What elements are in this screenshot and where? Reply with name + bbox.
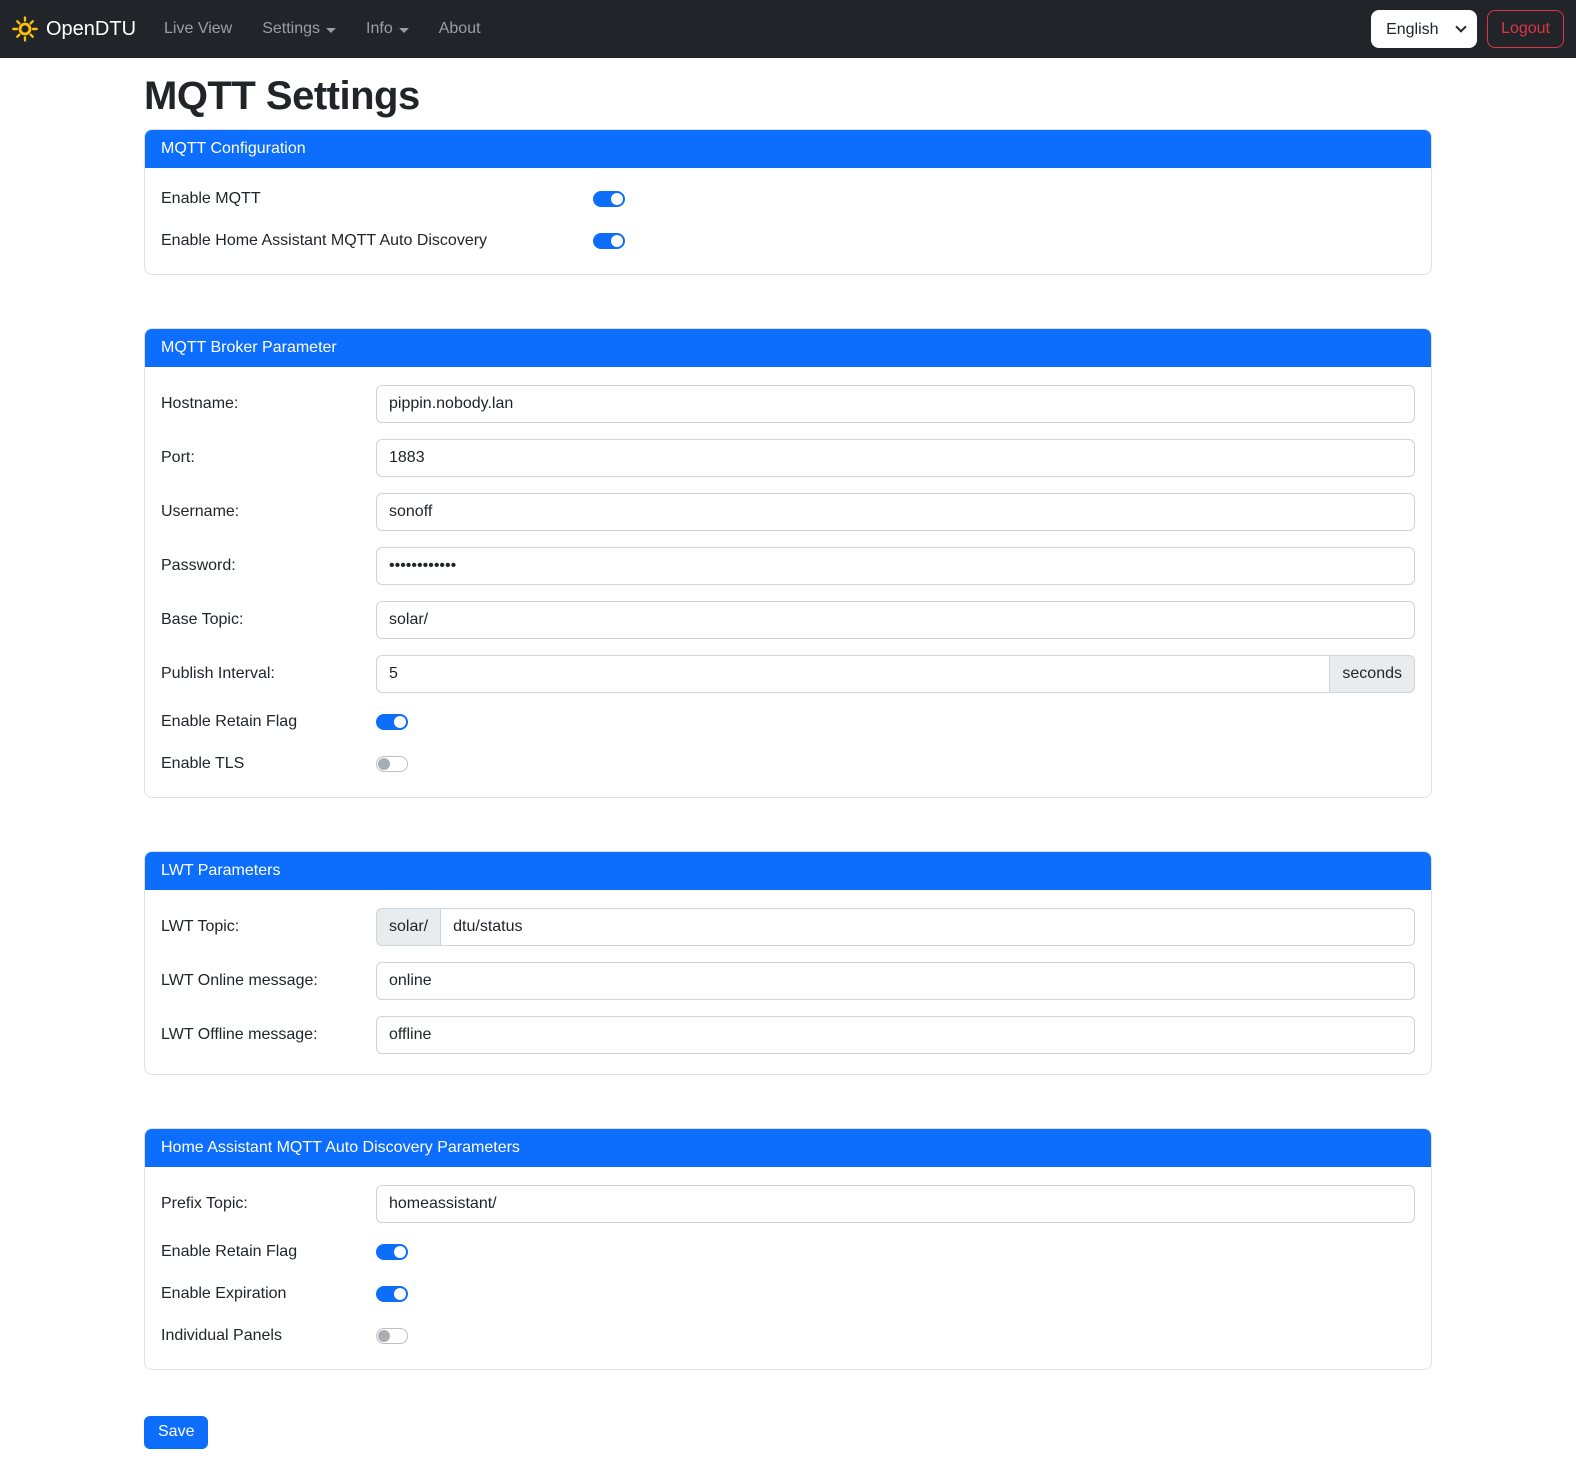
- hostname-input[interactable]: [376, 385, 1415, 423]
- brand-label: OpenDTU: [46, 17, 137, 40]
- form-row: Enable TLS: [161, 751, 1415, 777]
- language-select[interactable]: English: [1371, 10, 1478, 48]
- main-container: MQTT Settings MQTT Configuration Enable …: [144, 74, 1432, 1449]
- form-row: Enable Expiration: [161, 1281, 1415, 1307]
- top-navbar: OpenDTU Live View Settings Info About En…: [0, 0, 1576, 58]
- page-title: MQTT Settings: [144, 74, 420, 118]
- enable-hass-discovery-label: Enable Home Assistant MQTT Auto Discover…: [161, 232, 488, 249]
- enable-mqtt-label: Enable MQTT: [161, 190, 261, 207]
- enable-mqtt-switch[interactable]: [593, 191, 625, 207]
- enable-tls-switch[interactable]: [376, 756, 408, 772]
- enable-expiration-label: Enable Expiration: [161, 1285, 287, 1302]
- card-mqtt-broker-parameter: MQTT Broker Parameter Hostname: Port: Us…: [144, 328, 1432, 798]
- hostname-label: Hostname:: [161, 395, 239, 412]
- form-row: Enable MQTT: [161, 186, 1415, 212]
- port-input[interactable]: [376, 439, 1415, 477]
- lwt-topic-input[interactable]: [440, 908, 1415, 946]
- form-row: Enable Home Assistant MQTT Auto Discover…: [161, 228, 1415, 254]
- logout-button[interactable]: Logout: [1487, 10, 1564, 48]
- lwt-topic-prefix-addon: solar/: [376, 908, 441, 946]
- form-row: Port:: [161, 439, 1415, 477]
- base-topic-input[interactable]: [376, 601, 1415, 639]
- form-row: Individual Panels: [161, 1323, 1415, 1349]
- form-row: LWT Topic: solar/: [161, 908, 1415, 946]
- navbar-right: English Logout: [1371, 10, 1564, 48]
- card-mqtt-configuration: MQTT Configuration Enable MQTT Enable Ho…: [144, 129, 1432, 275]
- publish-interval-input[interactable]: [376, 655, 1331, 693]
- save-button[interactable]: Save: [144, 1415, 209, 1449]
- hass-enable-retain-flag-switch[interactable]: [376, 1244, 408, 1260]
- form-row: Enable Retain Flag: [161, 709, 1415, 735]
- card-header: LWT Parameters: [145, 852, 1431, 890]
- enable-expiration-switch[interactable]: [376, 1286, 408, 1302]
- nav-links: Live View Settings Info About: [156, 0, 503, 58]
- save-row: Save: [144, 1415, 1432, 1449]
- nav-item-label: About: [438, 20, 481, 37]
- form-row: Enable Retain Flag: [161, 1239, 1415, 1265]
- form-row: Publish Interval: seconds: [161, 655, 1415, 693]
- nav-item-label: Live View: [164, 20, 233, 37]
- form-row: Username:: [161, 493, 1415, 531]
- card-body: Hostname: Port: Username: Password: Base…: [145, 367, 1431, 797]
- chevron-down-icon: [398, 27, 409, 33]
- chevron-down-icon: [326, 27, 337, 33]
- port-label: Port:: [161, 449, 195, 466]
- sun-icon: [12, 16, 38, 42]
- lwt-offline-message-input[interactable]: [376, 1016, 1415, 1054]
- nav-item-label: Settings: [262, 20, 321, 37]
- enable-tls-label: Enable TLS: [161, 755, 245, 772]
- username-input[interactable]: [376, 493, 1415, 531]
- card-hass-discovery-parameters: Home Assistant MQTT Auto Discovery Param…: [144, 1128, 1432, 1370]
- prefix-topic-input[interactable]: [376, 1185, 1415, 1223]
- password-label: Password:: [161, 557, 236, 574]
- enable-hass-discovery-switch[interactable]: [593, 233, 625, 249]
- card-body: Enable MQTT Enable Home Assistant MQTT A…: [145, 168, 1431, 274]
- nav-item-label: Info: [366, 20, 393, 37]
- individual-panels-switch[interactable]: [376, 1328, 408, 1344]
- form-row: Hostname:: [161, 385, 1415, 423]
- form-row: LWT Offline message:: [161, 1016, 1415, 1054]
- nav-item-live-view[interactable]: Live View: [156, 12, 240, 46]
- nav-item-settings[interactable]: Settings: [254, 12, 344, 46]
- lwt-online-message-input[interactable]: [376, 962, 1415, 1000]
- lwt-online-message-label: LWT Online message:: [161, 972, 318, 989]
- card-body: Prefix Topic: Enable Retain Flag Enable …: [145, 1167, 1431, 1369]
- lwt-offline-message-label: LWT Offline message:: [161, 1026, 318, 1043]
- enable-retain-flag-switch[interactable]: [376, 714, 408, 730]
- card-header: Home Assistant MQTT Auto Discovery Param…: [145, 1129, 1431, 1167]
- brand-link[interactable]: OpenDTU: [12, 16, 136, 42]
- card-header: MQTT Broker Parameter: [145, 329, 1431, 367]
- individual-panels-label: Individual Panels: [161, 1327, 282, 1344]
- form-row: Prefix Topic:: [161, 1185, 1415, 1223]
- hass-enable-retain-flag-label: Enable Retain Flag: [161, 1243, 298, 1260]
- username-label: Username:: [161, 503, 240, 520]
- card-lwt-parameters: LWT Parameters LWT Topic: solar/ LWT Onl…: [144, 851, 1432, 1075]
- prefix-topic-label: Prefix Topic:: [161, 1195, 248, 1212]
- nav-item-about[interactable]: About: [431, 12, 489, 46]
- seconds-addon: seconds: [1330, 655, 1415, 693]
- language-select-wrap: English: [1371, 10, 1478, 48]
- nav-item-info[interactable]: Info: [358, 12, 417, 46]
- enable-retain-flag-label: Enable Retain Flag: [161, 713, 298, 730]
- base-topic-label: Base Topic:: [161, 611, 244, 628]
- form-row: Base Topic:: [161, 601, 1415, 639]
- form-row: Password:: [161, 547, 1415, 585]
- publish-interval-label: Publish Interval:: [161, 665, 275, 682]
- card-body: LWT Topic: solar/ LWT Online message: LW…: [145, 890, 1431, 1074]
- form-row: LWT Online message:: [161, 962, 1415, 1000]
- password-input[interactable]: [376, 547, 1415, 585]
- card-header: MQTT Configuration: [145, 130, 1431, 168]
- lwt-topic-label: LWT Topic:: [161, 918, 240, 935]
